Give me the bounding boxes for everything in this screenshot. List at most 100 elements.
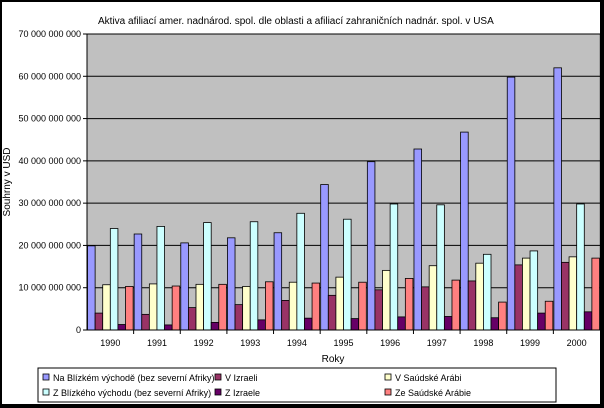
bar — [343, 218, 352, 331]
legend-label: Ze Saúdské Arábie — [395, 388, 471, 398]
bar — [475, 262, 484, 331]
y-tick-label: 0 — [76, 325, 81, 335]
bar — [227, 237, 236, 331]
y-tick-label: 20 000 000 000 — [18, 240, 81, 250]
bar — [311, 282, 321, 331]
bar — [288, 281, 298, 331]
bar — [561, 261, 570, 331]
chart-frame: Aktiva afiliací amer. nadnárod. spol. dl… — [2, 2, 600, 404]
bar — [327, 294, 337, 331]
legend-box — [37, 367, 557, 403]
bar — [133, 233, 143, 331]
bar — [335, 276, 344, 331]
bar — [109, 228, 119, 331]
legend-label: V Izraeli — [225, 373, 258, 383]
bar — [591, 257, 600, 331]
legend-label: Z Izraele — [225, 388, 260, 398]
bar — [514, 264, 523, 331]
bar — [281, 299, 290, 331]
bar — [451, 279, 460, 331]
x-tick-label: 1992 — [194, 338, 214, 348]
bar — [249, 221, 259, 331]
legend-swatch — [214, 388, 222, 396]
bar — [436, 204, 445, 331]
bar — [265, 281, 274, 331]
bar — [553, 67, 562, 331]
legend-label: Na Blízkém východě (bez severní Afriky) — [53, 373, 215, 383]
bar — [180, 242, 189, 331]
x-tick-label: 2000 — [567, 338, 587, 348]
bars-layer — [87, 67, 600, 331]
bar — [576, 203, 585, 331]
x-tick-label: 1997 — [427, 338, 447, 348]
y-axis-title: Souhrny v USD — [2, 148, 13, 217]
bar — [483, 253, 492, 331]
bar — [537, 312, 546, 331]
bar — [320, 184, 329, 331]
bar — [374, 289, 383, 331]
y-tick-label: 30 000 000 000 — [18, 198, 81, 208]
bar — [421, 286, 430, 331]
bar — [490, 317, 500, 331]
bar — [87, 245, 96, 331]
bar — [522, 257, 531, 331]
y-tick-label: 10 000 000 000 — [18, 283, 81, 293]
legend-swatch — [42, 388, 50, 396]
x-tick-label: 1996 — [380, 338, 400, 348]
y-tick-label: 60 000 000 000 — [18, 71, 81, 81]
bar — [164, 324, 173, 331]
bar — [428, 265, 438, 331]
legend-swatch — [384, 388, 392, 396]
legend-label: Z Blízkého východu (bez severní Afriky) — [53, 388, 211, 398]
bar — [125, 286, 134, 331]
chart: Aktiva afiliací amer. nadnárod. spol. dl… — [2, 2, 600, 404]
y-tick-label: 70 000 000 000 — [18, 29, 81, 39]
bar — [117, 324, 126, 331]
legend: Na Blízkém východě (bez severní Afriky) V… — [37, 367, 557, 403]
bar — [257, 319, 266, 331]
legend-swatch — [384, 373, 392, 381]
bar — [148, 283, 158, 331]
bar — [94, 312, 104, 331]
x-tick-label: 1998 — [473, 338, 493, 348]
bar — [498, 301, 507, 331]
axis-layer: 0 10 000 000 000 20 000 000 000 30 000 000 … — [18, 29, 600, 348]
chart-title: Aktiva afiliací amer. nadnárod. spol. dl… — [98, 16, 494, 27]
bar — [234, 304, 244, 331]
bar — [389, 203, 399, 331]
bar — [583, 311, 593, 331]
bar — [506, 76, 516, 331]
legend-label: V Saúdské Arábi — [395, 373, 462, 383]
x-axis-title: Roky — [322, 354, 345, 365]
bar — [304, 317, 313, 331]
bar — [195, 283, 204, 331]
bar — [203, 222, 212, 331]
x-tick-label: 1994 — [287, 338, 307, 348]
bar — [529, 250, 539, 331]
bar — [296, 212, 305, 331]
bar — [187, 307, 197, 331]
bar — [413, 148, 422, 331]
bar — [102, 284, 111, 331]
bar — [366, 161, 376, 331]
bar — [358, 281, 367, 331]
bar — [544, 300, 554, 331]
x-tick-label: 1990 — [100, 338, 120, 348]
bar — [156, 225, 165, 331]
legend-swatch — [214, 373, 222, 381]
bar — [443, 316, 453, 331]
bar — [218, 283, 227, 331]
legend-swatch — [42, 373, 50, 381]
x-tick-label: 1993 — [240, 338, 260, 348]
bar — [350, 318, 360, 331]
x-tick-label: 1999 — [520, 338, 540, 348]
bar — [171, 285, 181, 331]
bar — [273, 232, 283, 331]
y-tick-label: 50 000 000 000 — [18, 114, 81, 124]
bar — [397, 316, 406, 331]
bar — [210, 321, 220, 331]
x-tick-label: 1991 — [147, 338, 167, 348]
bar — [242, 286, 251, 331]
bar — [141, 313, 150, 331]
bar — [568, 256, 578, 331]
